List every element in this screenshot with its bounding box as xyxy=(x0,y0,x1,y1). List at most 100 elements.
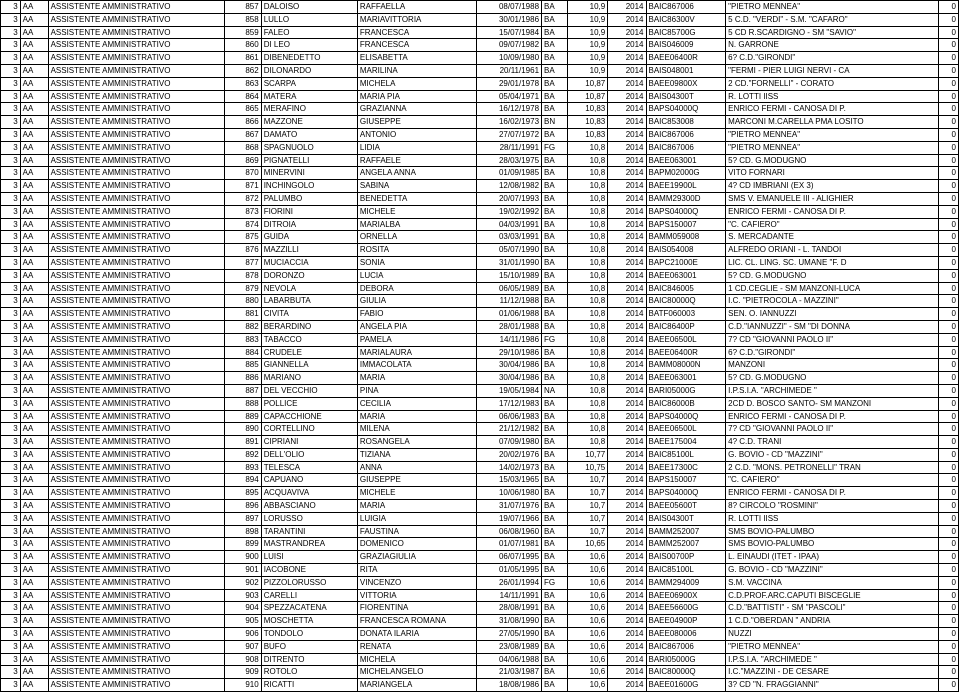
table-cell: 3 xyxy=(1,154,21,167)
table-cell: TARANTINI xyxy=(261,525,357,538)
table-cell: 10,8 xyxy=(567,256,607,269)
table-cell: 0 xyxy=(939,64,959,77)
table-cell: 28/01/1988 xyxy=(476,320,541,333)
table-row: 3AAASSISTENTE AMMINISTRATIVO864MATERAMAR… xyxy=(1,90,959,103)
table-cell: ASSISTENTE AMMINISTRATIVO xyxy=(48,128,225,141)
table-cell: 4? C.D. TRANI xyxy=(726,436,939,449)
table-cell: 10,8 xyxy=(567,231,607,244)
table-cell: BA xyxy=(542,90,568,103)
table-cell: ENRICO FERMI - CANOSA DI P. xyxy=(726,410,939,423)
table-cell: BA xyxy=(542,397,568,410)
table-cell: ASSISTENTE AMMINISTRATIVO xyxy=(48,103,225,116)
table-cell: 19/07/1966 xyxy=(476,512,541,525)
table-cell: 2014 xyxy=(608,192,646,205)
table-cell: AA xyxy=(20,512,48,525)
table-cell: "FERMI - PIER LUIGI NERVI - CA xyxy=(726,64,939,77)
table-cell: 2014 xyxy=(608,474,646,487)
table-cell: BAMM29300D xyxy=(646,192,726,205)
table-cell: 873 xyxy=(225,205,261,218)
table-cell: RITA xyxy=(357,564,476,577)
table-cell: BAMM08000N xyxy=(646,359,726,372)
table-cell: 10,8 xyxy=(567,244,607,257)
table-cell: 10,87 xyxy=(567,90,607,103)
table-cell: 3 xyxy=(1,77,21,90)
table-cell: 7? CD "GIOVANNI PAOLO II" xyxy=(726,333,939,346)
table-cell: ASSISTENTE AMMINISTRATIVO xyxy=(48,525,225,538)
table-cell: BAMM294009 xyxy=(646,576,726,589)
table-cell: MICHELE xyxy=(357,487,476,500)
table-cell: BAEE17300C xyxy=(646,461,726,474)
table-cell: BUFO xyxy=(261,640,357,653)
table-row: 3AAASSISTENTE AMMINISTRATIVO887DEL VECCH… xyxy=(1,384,959,397)
table-cell: I.P.S.I.A. "ARCHIMEDE " xyxy=(726,384,939,397)
table-cell: 28/08/1991 xyxy=(476,602,541,615)
table-cell: 2014 xyxy=(608,551,646,564)
table-cell: BAPC21000E xyxy=(646,256,726,269)
table-cell: 16/02/1973 xyxy=(476,116,541,129)
table-cell: SABINA xyxy=(357,180,476,193)
table-cell: ASSISTENTE AMMINISTRATIVO xyxy=(48,320,225,333)
table-cell: BA xyxy=(542,615,568,628)
table-cell: LUIGIA xyxy=(357,512,476,525)
table-cell: AA xyxy=(20,231,48,244)
table-cell: BAEE04900P xyxy=(646,615,726,628)
table-cell: MARIA xyxy=(357,410,476,423)
table-cell: VITTORIA xyxy=(357,589,476,602)
table-cell: 0 xyxy=(939,359,959,372)
table-cell: 0 xyxy=(939,372,959,385)
table-cell: "C. CAFIERO" xyxy=(726,474,939,487)
table-cell: BA xyxy=(542,103,568,116)
table-cell: 07/09/1980 xyxy=(476,436,541,449)
table-cell: 0 xyxy=(939,192,959,205)
table-cell: ASSISTENTE AMMINISTRATIVO xyxy=(48,679,225,692)
table-cell: 0 xyxy=(939,269,959,282)
table-cell: 2014 xyxy=(608,295,646,308)
table-cell: 28/03/1975 xyxy=(476,154,541,167)
table-cell: 6? C.D."GIRONDI" xyxy=(726,346,939,359)
table-cell: 0 xyxy=(939,602,959,615)
table-cell: RAFFAELE xyxy=(357,154,476,167)
table-cell: MICHELE xyxy=(357,205,476,218)
table-cell: AA xyxy=(20,500,48,513)
table-cell: 21/12/1982 xyxy=(476,423,541,436)
table-cell: 2014 xyxy=(608,640,646,653)
table-cell: 3 xyxy=(1,295,21,308)
table-cell: 18/08/1986 xyxy=(476,679,541,692)
table-cell: BA xyxy=(542,653,568,666)
table-cell: ASSISTENTE AMMINISTRATIVO xyxy=(48,564,225,577)
table-cell: AA xyxy=(20,602,48,615)
table-cell: 10,9 xyxy=(567,1,607,14)
table-cell: 907 xyxy=(225,640,261,653)
table-row: 3AAASSISTENTE AMMINISTRATIVO889CAPACCHIO… xyxy=(1,410,959,423)
table-cell: BA xyxy=(542,308,568,321)
table-cell: 0 xyxy=(939,333,959,346)
table-cell: BAIC846005 xyxy=(646,282,726,295)
table-cell: 0 xyxy=(939,525,959,538)
table-cell: LORUSSO xyxy=(261,512,357,525)
table-cell: 16/12/1978 xyxy=(476,103,541,116)
table-row: 3AAASSISTENTE AMMINISTRATIVO875GUIDAORNE… xyxy=(1,231,959,244)
table-cell: MARIA xyxy=(357,500,476,513)
table-cell: 4? CD IMBRIANI (EX 3) xyxy=(726,180,939,193)
table-row: 3AAASSISTENTE AMMINISTRATIVO872PALUMBOBE… xyxy=(1,192,959,205)
table-cell: 0 xyxy=(939,116,959,129)
table-cell: N. GARRONE xyxy=(726,39,939,52)
table-cell: 10,77 xyxy=(567,448,607,461)
table-cell: 0 xyxy=(939,308,959,321)
table-cell: 2014 xyxy=(608,436,646,449)
table-cell: BAPM02000G xyxy=(646,167,726,180)
table-cell: 05/07/1990 xyxy=(476,244,541,257)
table-cell: BATF060003 xyxy=(646,308,726,321)
table-cell: MARIAVITTORIA xyxy=(357,13,476,26)
table-cell: 0 xyxy=(939,576,959,589)
table-row: 3AAASSISTENTE AMMINISTRATIVO904SPEZZACAT… xyxy=(1,602,959,615)
table-cell: NA xyxy=(542,384,568,397)
table-cell: 0 xyxy=(939,436,959,449)
table-cell: AA xyxy=(20,576,48,589)
table-cell: 10,9 xyxy=(567,39,607,52)
table-cell: ASSISTENTE AMMINISTRATIVO xyxy=(48,589,225,602)
table-cell: 01/06/1988 xyxy=(476,308,541,321)
table-cell: BA xyxy=(542,256,568,269)
table-cell: BA xyxy=(542,192,568,205)
table-cell: S.M. VACCINA xyxy=(726,576,939,589)
